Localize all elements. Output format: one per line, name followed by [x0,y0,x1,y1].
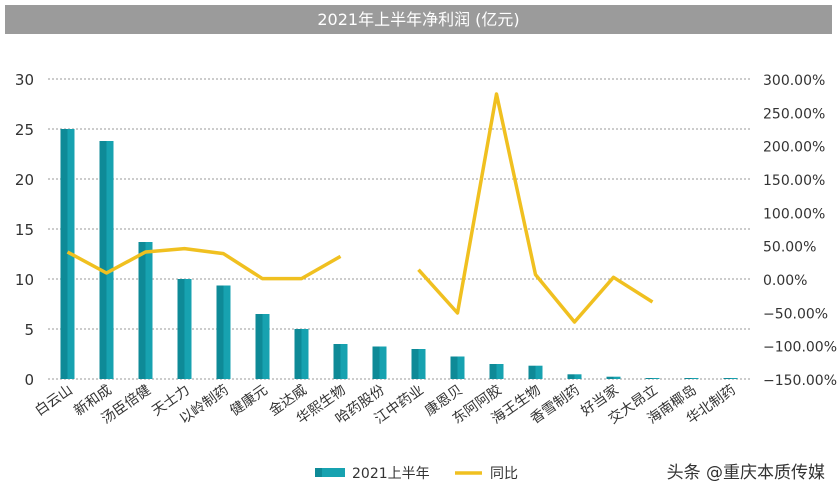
bar-highlight [184,279,192,379]
bar [645,378,653,379]
bar-highlight [691,378,699,379]
bar [450,356,458,379]
yoy-line [66,246,342,281]
bar-highlight [535,365,543,379]
bar [60,129,68,379]
category-label: 健康元 [227,381,271,419]
chart-title: 2021年上半年净利润 (亿元) [5,5,832,34]
left-tick-label: 20 [15,171,34,189]
bar [411,349,419,379]
left-tick-label: 0 [24,371,34,389]
yoy-line [417,92,654,324]
legend-line-label: 同比 [490,466,518,482]
bar [528,365,536,379]
bar [255,314,263,379]
bar [177,279,185,379]
right-tick-label: −150.00% [763,373,837,389]
left-tick-label: 5 [24,321,34,339]
bar-highlight [457,356,465,379]
left-tick-label: 10 [15,271,34,289]
bar-highlight [379,346,387,379]
bar-highlight [418,349,426,379]
bar [606,376,614,379]
bar [216,285,224,379]
bar [489,364,497,379]
bar-highlight [106,141,114,379]
right-tick-label: 150.00% [763,173,825,189]
legend-bar-label: 2021上半年 [352,466,430,482]
bar [684,378,692,379]
right-tick-label: 300.00% [763,73,825,89]
category-label: 白云山 [32,382,76,419]
bar [138,242,146,379]
right-tick-label: 100.00% [763,206,825,222]
bar-highlight [730,378,738,379]
bar-highlight [301,329,309,379]
bar-highlight [613,376,621,379]
right-tick-label: −50.00% [763,306,828,322]
right-tick-label: 50.00% [763,240,816,256]
right-tick-label: 0.00% [763,273,807,289]
bar-highlight [145,242,153,379]
bar-highlight [574,374,582,379]
legend-bar-swatch-light [322,468,345,477]
left-tick-label: 25 [15,121,34,139]
legend-bar-swatch [315,468,322,477]
right-tick-label: 200.00% [763,140,825,156]
bar [333,344,341,379]
left-tick-label: 30 [15,71,34,89]
bar [294,329,302,379]
bar [567,374,575,379]
left-tick-label: 15 [15,221,34,239]
bar [99,141,107,379]
bar-highlight [652,378,660,379]
bar-highlight [340,344,348,379]
right-tick-label: −100.00% [763,340,837,356]
bar-highlight [262,314,270,379]
bar [372,346,380,379]
bar-highlight [223,285,231,379]
bar [723,378,731,379]
right-tick-label: 250.00% [763,106,825,122]
bar-highlight [496,364,504,379]
watermark: 头条 @重庆本质传媒 [666,463,825,483]
